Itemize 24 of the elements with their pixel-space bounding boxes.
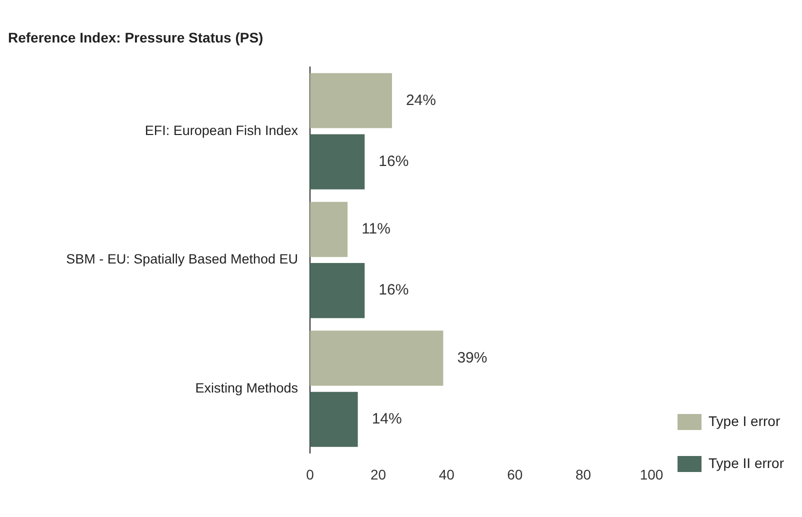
bar (310, 73, 392, 128)
bar (310, 202, 348, 257)
data-label: 14% (372, 410, 402, 428)
data-label: 11% (362, 220, 390, 238)
data-label: 16% (378, 152, 409, 170)
y-tick-label: SBM - EU: Spatially Based Method EU (66, 252, 298, 267)
x-tick-label: 20 (370, 466, 386, 482)
x-tick-label: 0 (306, 466, 314, 482)
bar (310, 330, 444, 386)
data-label: 16% (378, 282, 409, 299)
legend-label: Type I error (708, 412, 780, 429)
x-tick-label: 100 (640, 466, 664, 482)
text: Reference Index: Pressure Status (PS) (8, 29, 264, 46)
bar (310, 263, 365, 318)
data-label: 39% (457, 349, 488, 366)
y-tick-label: EFI: European Fish Index (144, 122, 298, 138)
x-tick-label: 60 (507, 466, 523, 482)
legend-label: Type II error (708, 454, 784, 471)
data-label: 24% (406, 92, 436, 109)
x-tick-label: 80 (575, 466, 592, 482)
bar (310, 392, 358, 447)
y-tick-label: Existing Methods (195, 380, 298, 396)
x-tick-label: 40 (438, 466, 455, 482)
bar (310, 134, 365, 190)
